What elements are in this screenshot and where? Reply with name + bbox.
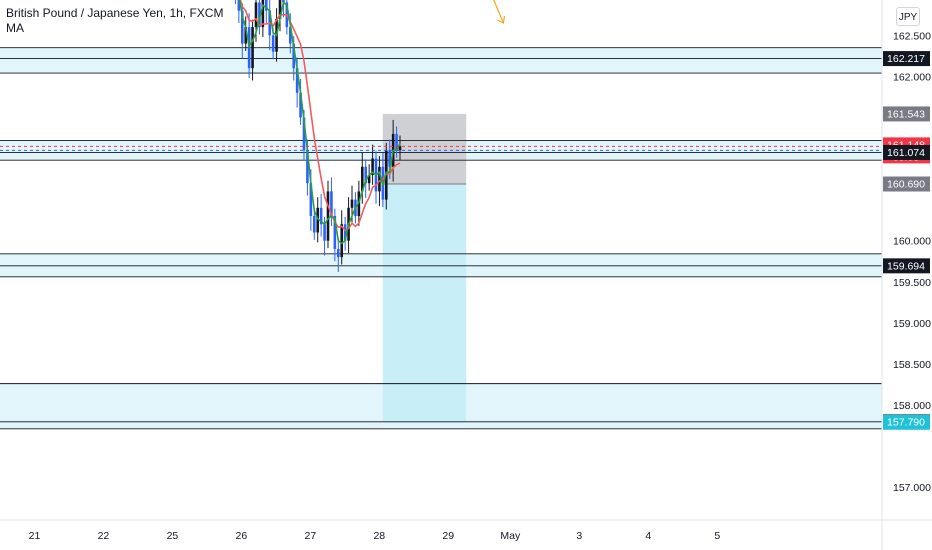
candle-29: [330, 191, 333, 217]
time-tick-8: 3: [576, 530, 582, 542]
time-tick-1: 22: [98, 530, 110, 542]
candle-8: [258, 2, 261, 28]
currency-button[interactable]: JPY: [896, 7, 920, 26]
price-badge-7: 157.790: [887, 417, 925, 429]
price-badge-3: 161.074: [887, 147, 925, 159]
candle-15: [282, 0, 285, 3]
candle-26: [319, 207, 323, 225]
price-badge-4: 160.690: [887, 179, 925, 191]
indicator-label[interactable]: MA: [6, 21, 24, 35]
price-badge-1: 161.543: [887, 108, 925, 120]
price-badge-5: 159.694: [887, 260, 925, 272]
ma-fast-line: [238, 0, 401, 245]
price-badge-bg-4: [883, 176, 930, 192]
candle-21: [302, 117, 306, 151]
candle-25: [316, 207, 320, 233]
price-tick-6: 162.000: [893, 71, 931, 83]
candle-6: [251, 27, 254, 69]
candlestick-series: [234, 0, 402, 272]
candle-41: [371, 158, 374, 175]
candle-14: [278, 0, 282, 19]
price-badge-bg-7: [883, 414, 930, 430]
candle-30: [333, 216, 337, 249]
candle-12: [271, 35, 275, 52]
candle-23: [309, 183, 313, 217]
take-profit-area: [382, 184, 467, 422]
price-axis[interactable]: 157.000 158.000 158.500 159.000 159.500 160.0…: [881, 0, 931, 550]
candle-32: [340, 224, 344, 258]
price-badge-bg-5: [883, 258, 930, 274]
price-tick-7: 162.500: [893, 30, 931, 42]
price-badge-bg-0: [883, 51, 930, 67]
candle-49: [398, 146, 402, 151]
moving-average-lines: [238, 0, 401, 245]
arrow-shaft: [493, 0, 505, 24]
candle-9: [261, 0, 265, 28]
price-tick-4: 159.500: [893, 277, 931, 289]
candle-31: [336, 248, 340, 258]
candle-48: [395, 133, 398, 151]
price-tick-3: 159.000: [893, 318, 931, 330]
candle-27: [323, 224, 326, 241]
candle-18: [292, 43, 296, 69]
time-tick-7: May: [500, 530, 521, 542]
price-badge-0: 162.217: [887, 53, 925, 65]
candle-46: [388, 150, 392, 167]
price-badge-bg-1: [883, 106, 930, 122]
candle-7: [254, 2, 258, 28]
candle-20: [299, 92, 302, 118]
time-tick-6: 29: [442, 530, 454, 542]
ma-slow-line: [239, 0, 401, 232]
time-tick-10: 5: [714, 530, 720, 542]
time-tick-0: 21: [29, 530, 41, 542]
candle-24: [312, 216, 316, 233]
candle-3: [240, 10, 244, 44]
zone-0: [0, 47, 882, 74]
price-tick-0: 157.000: [893, 482, 931, 494]
candle-33: [343, 224, 347, 241]
price-tick-1: 158.000: [893, 400, 931, 412]
candle-4: [244, 27, 248, 44]
candle-43: [378, 166, 381, 192]
price-tick-5: 160.000: [893, 236, 931, 248]
time-tick-4: 27: [305, 530, 317, 542]
candle-38: [360, 166, 364, 192]
arrow-head: [497, 15, 506, 24]
candle-2: [237, 0, 241, 11]
candle-17: [288, 27, 292, 44]
last-price-line: [0, 145, 882, 151]
candle-40: [367, 174, 371, 184]
time-tick-5: 28: [373, 530, 385, 542]
price-tick-2: 158.500: [893, 359, 931, 371]
symbol-title[interactable]: British Pound / Japanese Yen, 1h, FXCM: [6, 6, 224, 20]
candle-19: [295, 68, 299, 93]
price-badges: 162.217161.543161.14809:08161.074160.690…: [883, 51, 930, 430]
price-badge-bg-3: [883, 144, 930, 160]
candle-39: [364, 166, 368, 184]
candle-22: [306, 150, 309, 184]
candle-10: [264, 0, 268, 11]
arrow-drawing[interactable]: [490, 0, 506, 24]
zone-boundary-lines: [0, 47, 882, 430]
time-tick-2: 25: [167, 530, 179, 542]
chart-legend: British Pound / Japanese Yen, 1h, FXCM M…: [6, 6, 223, 36]
candle-35: [350, 199, 354, 208]
time-axis[interactable]: 21 22 25 26 27 28 29 May 3 4 5: [0, 519, 932, 542]
time-tick-9: 4: [645, 530, 651, 542]
time-tick-3: 26: [236, 530, 248, 542]
candle-28: [326, 191, 330, 241]
